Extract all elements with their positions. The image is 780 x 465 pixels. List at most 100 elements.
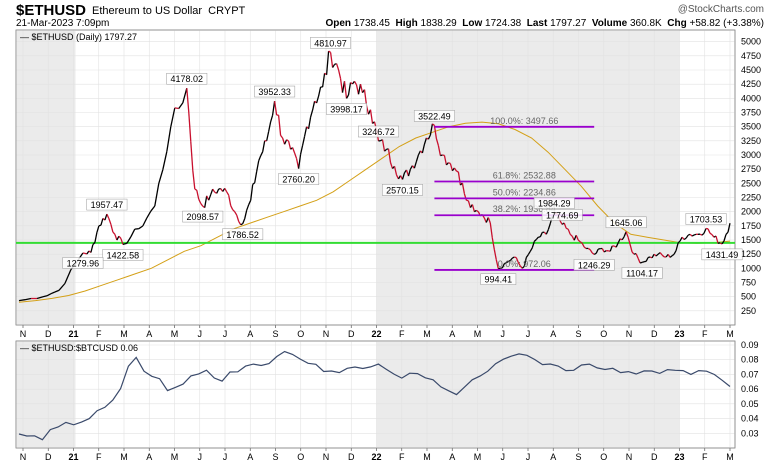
price-segment [252,182,256,185]
price-y-tick-label: 1750 [741,221,761,231]
price-segment [591,252,595,255]
price-segment [240,223,244,226]
price-segment [224,187,228,193]
price-segment [174,107,179,110]
price-x-tick-label: N [20,329,27,339]
price-segment [343,81,348,99]
annotation-box [701,248,743,261]
price-segment [236,214,240,222]
price-segment [254,171,258,183]
price-segment [244,210,248,219]
volume-value: 360.8K [630,18,662,29]
price-y-tick-label: 1000 [741,263,761,273]
ratio-x-tick-label: 23 [674,452,684,462]
price-segment [104,213,108,221]
ratio-x-tick-label: D [45,452,52,462]
ratio-x-tick-label: M [171,452,179,462]
price-segment [122,242,127,246]
price-segment [54,289,60,293]
ratio-panel: 0.03 0.04 0.05 0.06 0.07 0.08 0.09 N D 21 F M A M J J A S… [15,340,759,462]
annotation-label: 994.41 [485,275,513,285]
price-x-tick-label: N [323,329,330,339]
price-segment [608,250,611,252]
price-x-tick-label: A [146,329,152,339]
price-segment [639,261,643,264]
ratio-y-tick-label: 0.07 [741,369,759,379]
ratio-y-tick-label: 0.06 [741,384,759,394]
price-segment [315,95,320,104]
price-segment [511,256,515,259]
price-segment [162,151,168,170]
price-x-tick-label: F [96,329,102,339]
ratio-x-tick-label: 21 [68,452,78,462]
price-x-tick-label: N [626,329,633,339]
price-segment [603,250,607,253]
annotation-label: 1645.06 [610,218,643,228]
price-y-tick-label: 4250 [741,79,761,89]
price-segment [258,155,262,161]
price-segment [142,217,148,227]
chart-header: $ETHUSD Ethereum to US Dollar CRYPT 21-M… [0,0,780,30]
price-segment [659,252,663,256]
price-segment [505,261,509,264]
price-segment [421,144,426,154]
price-segment [317,86,322,97]
price-segment [116,235,120,241]
price-segment [269,115,274,123]
price-segment [286,139,289,142]
price-panel: 250 500 750 1000 1250 1500 1750 2000 2250 2500 275… [15,29,761,339]
price-segment [437,145,442,156]
annotation-label: 3952.33 [258,87,291,97]
price-segment [198,198,202,204]
annotation-box [573,259,615,271]
price-segment [287,140,292,150]
price-segment [369,109,374,124]
annotation-box [86,198,128,211]
price-shade-band [16,30,76,325]
price-segment [471,204,476,212]
price-y-tick-label: 4000 [741,93,761,103]
ratio-x-tick-label: J [526,452,531,462]
price-segment [335,63,340,71]
price-segment [266,131,270,141]
price-segment [683,237,687,241]
price-y-tick-label: 3750 [741,108,761,118]
price-segment [467,200,472,208]
price-x-tick-label: S [272,329,278,339]
price-x-tick-label: M [171,329,179,339]
price-segment [593,252,597,255]
price-segment [711,234,715,238]
quote-line: Open 1738.45 High 1838.29 Low 1724.38 La… [325,18,764,29]
price-segment [363,89,368,106]
price-segment [535,236,539,240]
price-segment [334,63,337,65]
price-y-tick-label: 2250 [741,193,761,203]
annotation-box [166,72,208,85]
price-segment [645,257,649,262]
price-segment [190,141,194,171]
price-segment [521,265,525,269]
price-segment [64,269,72,284]
annotation-label: 2570.15 [386,185,419,195]
price-segment [453,167,457,172]
annotation-box [358,125,399,138]
price-segment [120,238,124,245]
price-segment [631,251,635,255]
price-segment [18,299,26,302]
price-segment [565,227,569,230]
annotation-box [102,249,144,261]
price-x-tick-label: J [198,329,203,339]
ratio-x-tick-label: D [651,452,658,462]
low-label: Low [462,18,483,29]
price-segment [719,242,723,245]
price-segment [417,150,421,156]
price-segment [118,235,122,239]
price-segment [493,249,497,260]
price-segment [226,191,230,196]
price-segment [178,102,184,109]
annotation-label: 4178.02 [170,74,203,84]
price-segment [413,161,418,169]
price-segment [517,262,521,267]
ratio-x-tick-label: A [247,452,253,462]
ratio-x-tick-label: A [146,452,152,462]
